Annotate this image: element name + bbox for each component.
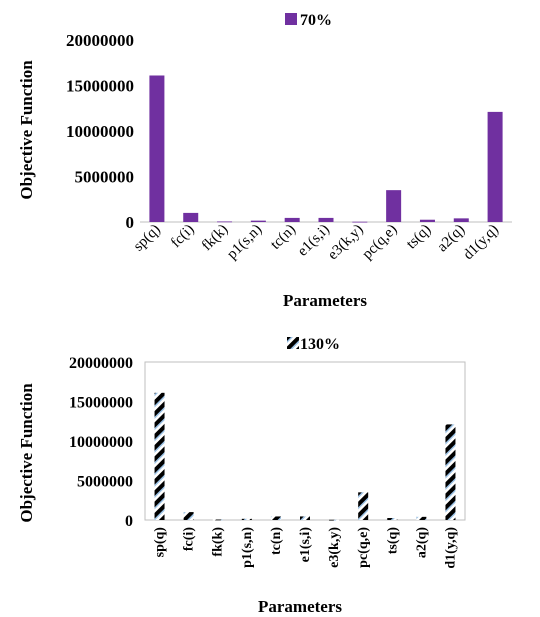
x-tick-label: fk(k): [211, 527, 226, 557]
x-tick-label: fc(i): [168, 222, 198, 252]
y-tick-label: 15000000: [66, 77, 134, 96]
x-tick-label: pc(q,e): [359, 222, 400, 263]
chart-2-xlabel: Parameters: [258, 597, 342, 616]
chart-2-bars: [154, 392, 456, 521]
bar: [183, 512, 194, 520]
y-tick-label: 0: [125, 513, 133, 530]
bar: [445, 424, 456, 520]
x-tick-label: sp(q): [153, 527, 168, 558]
chart-1-y-ticks: 0 5000000 10000000 15000000 20000000: [66, 31, 134, 232]
bar: [217, 221, 233, 223]
bar: [352, 221, 368, 223]
bar: [149, 75, 165, 223]
chart-1-legend-label: 70%: [300, 12, 332, 29]
x-tick-label: ts(q): [404, 222, 435, 253]
bar: [419, 219, 435, 222]
bar: [416, 516, 427, 520]
chart-1: 70% Objective Function 0 5000000 10000000 1…: [17, 12, 512, 310]
bar: [387, 518, 398, 520]
chart-2-legend-swatch: [287, 337, 299, 349]
x-tick-label: tc(n): [269, 527, 284, 555]
x-tick-label: pc(q,e): [356, 527, 371, 568]
bar: [183, 212, 199, 222]
bar: [453, 218, 469, 222]
chart-2-y-ticks: 0 5000000 10000000 15000000 20000000: [69, 355, 133, 530]
y-tick-label: 10000000: [69, 434, 133, 451]
chart-2-plot-frame: [144, 361, 466, 521]
y-tick-label: 0: [126, 213, 135, 232]
bar: [284, 217, 300, 222]
x-tick-label: fc(i): [182, 527, 197, 551]
bar: [250, 220, 266, 222]
x-tick-label: ts(q): [385, 527, 400, 555]
y-tick-label: 5000000: [75, 168, 135, 187]
x-tick-label: d1(y,q): [443, 527, 458, 569]
chart-1-bars: [149, 75, 503, 223]
chart-2: 130% Objective Function 0 5000000 10000000…: [17, 336, 466, 616]
x-tick-label: p1(s,n): [224, 222, 265, 263]
bar: [212, 519, 223, 521]
x-tick-label: d1(y,q): [460, 222, 502, 264]
chart-1-x-ticks: sp(q) fc(i) fk(k)p1(s,n) tc(n)e1(s,i)e3(k,y…: [131, 222, 502, 264]
bar: [270, 516, 281, 520]
chart-1-xlabel: Parameters: [283, 291, 367, 310]
chart-1-legend-swatch: [285, 13, 297, 25]
bar: [386, 190, 402, 222]
bar: [487, 111, 503, 222]
chart-2-legend-label: 130%: [300, 336, 340, 353]
y-tick-label: 15000000: [69, 395, 133, 412]
chart-2-legend: 130%: [287, 336, 340, 353]
bar: [358, 492, 369, 520]
x-tick-label: e3(k,y): [327, 527, 342, 568]
y-tick-label: 10000000: [66, 122, 134, 141]
x-tick-label: e1(s,i): [298, 527, 313, 563]
bar: [300, 516, 310, 520]
bar: [241, 518, 252, 520]
y-tick-label: 5000000: [77, 474, 133, 491]
x-tick-label: p1(s,n): [240, 527, 255, 568]
y-tick-label: 20000000: [66, 31, 134, 50]
chart-1-ylabel: Objective Function: [17, 60, 36, 200]
chart-2-ylabel: Objective Function: [17, 383, 36, 523]
x-tick-label: e3(k,y): [325, 222, 367, 264]
bar: [329, 519, 340, 521]
x-tick-label: a2(q): [414, 527, 429, 558]
x-tick-label: sp(q): [131, 222, 164, 255]
bar: [318, 217, 334, 222]
chart-1-legend: 70%: [285, 12, 332, 29]
chart-2-x-ticks: sp(q) fc(i) fk(k) p1(s,n) tc(n) e1(s,i) e3(k,y…: [153, 527, 459, 569]
y-tick-label: 20000000: [69, 355, 133, 372]
bar: [154, 392, 165, 520]
